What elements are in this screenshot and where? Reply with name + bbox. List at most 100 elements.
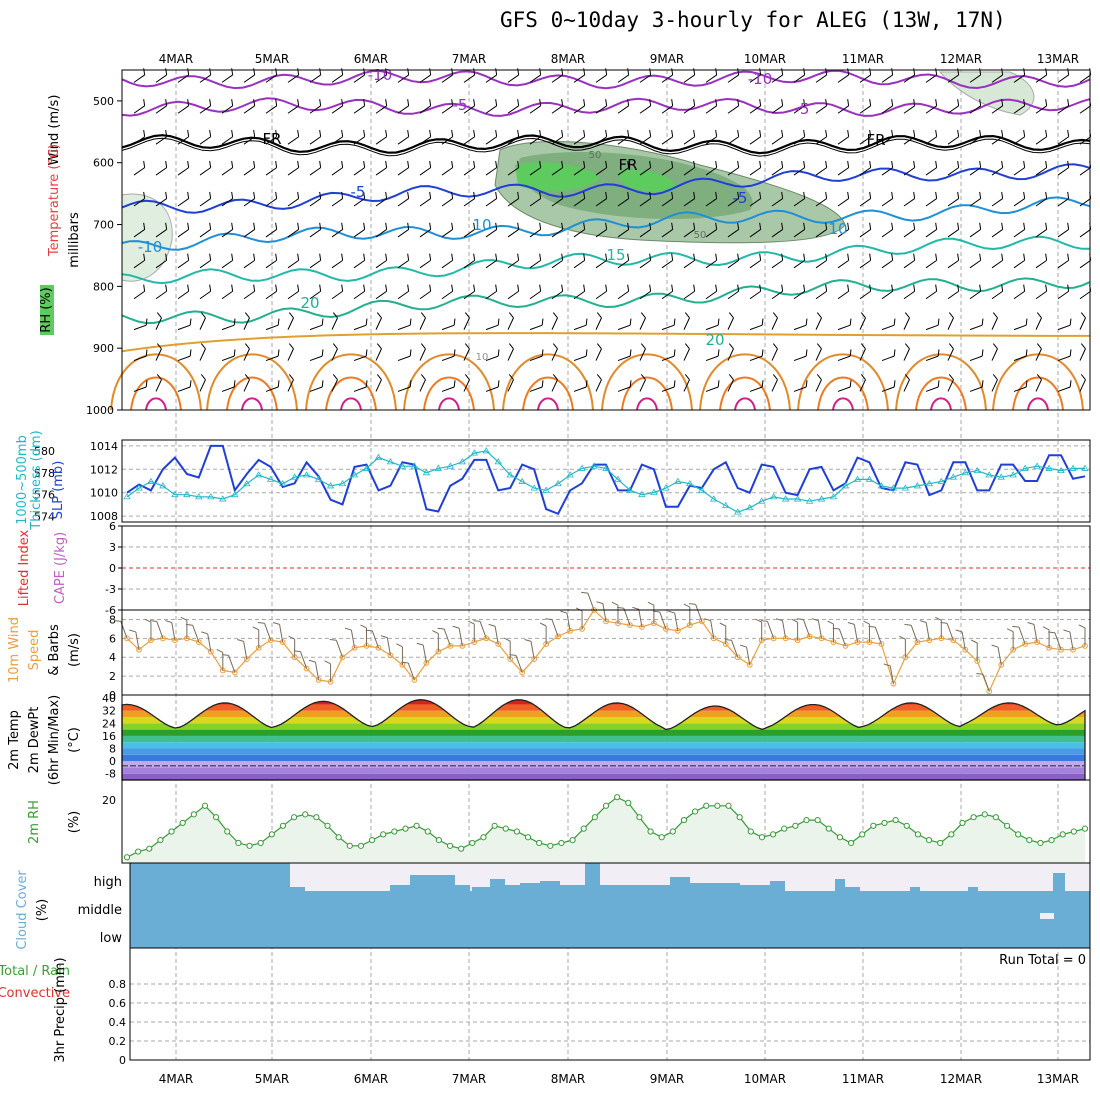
wind-barb bbox=[265, 191, 278, 207]
wind-barb-feather bbox=[1045, 68, 1048, 75]
wind-barb bbox=[507, 99, 520, 114]
wind-barb-feather bbox=[583, 130, 586, 137]
wind-barb-shaft bbox=[991, 167, 1003, 176]
wind-barb-shaft bbox=[331, 74, 343, 83]
wind-barb-shaft bbox=[463, 317, 470, 330]
temp-band bbox=[122, 717, 1085, 724]
wind10-barb-shaft bbox=[961, 631, 966, 650]
wind-barb-feather bbox=[508, 343, 514, 350]
wind-tick-label: 4 bbox=[109, 651, 116, 664]
wind10-barb-feather bbox=[868, 625, 876, 628]
wind-barb bbox=[727, 130, 740, 145]
wind-barb bbox=[947, 191, 960, 207]
wind10-point bbox=[806, 633, 813, 640]
wind-barb-shaft bbox=[463, 290, 475, 300]
wind-barb bbox=[441, 284, 454, 300]
wind-barb-feather bbox=[473, 160, 476, 168]
wind-barb bbox=[353, 160, 366, 176]
rh2m-point bbox=[302, 811, 309, 818]
wind-barb-shaft bbox=[661, 74, 673, 83]
wind-barb-feather bbox=[189, 349, 192, 357]
wind-barb-shaft bbox=[485, 105, 497, 114]
wind-barb-feather bbox=[385, 222, 388, 230]
wind-barb-feather bbox=[893, 380, 896, 388]
wind-barb-shaft bbox=[221, 290, 233, 300]
chart-title: GFS 0~10day 3-hourly for ALEG (13W, 17N) bbox=[500, 8, 1006, 32]
rh2m-point bbox=[179, 819, 186, 827]
wind-barb bbox=[221, 284, 234, 300]
wind-barb-shaft bbox=[177, 229, 189, 238]
rh-shade-left bbox=[121, 193, 173, 282]
temp-band bbox=[122, 761, 1085, 768]
y-axis-label: Wind (m/s) bbox=[47, 95, 62, 166]
wind-barb bbox=[1035, 222, 1048, 238]
wind10-barb-feather bbox=[257, 622, 265, 624]
wind-barb-feather bbox=[649, 253, 652, 261]
wind-barb-shaft bbox=[705, 229, 717, 238]
wind-barb-shaft bbox=[903, 379, 910, 392]
wind-barb-shaft bbox=[529, 259, 541, 269]
wind-barb bbox=[771, 191, 784, 207]
wind-barb-shaft bbox=[683, 229, 695, 238]
wind-barb bbox=[683, 374, 690, 392]
wind-barb bbox=[243, 191, 256, 207]
wind10-barb bbox=[575, 607, 583, 629]
wind-barb bbox=[617, 99, 630, 114]
rh2m-point bbox=[123, 854, 131, 861]
wind-barb-feather bbox=[365, 380, 368, 388]
wind-barb-feather bbox=[495, 253, 498, 261]
wind-barb-shaft bbox=[1057, 324, 1071, 331]
wind-barb-shaft bbox=[881, 167, 893, 176]
wind10-barb-feather bbox=[683, 603, 691, 608]
wind-barb bbox=[925, 68, 938, 83]
wind10-barb bbox=[272, 621, 284, 643]
wind-barb-shaft bbox=[771, 379, 778, 392]
wind-barb-feather bbox=[495, 191, 498, 199]
wind-barb bbox=[551, 374, 558, 392]
wind-barb bbox=[133, 130, 146, 145]
wind10-barb bbox=[308, 659, 320, 680]
wind-barb-feather bbox=[297, 222, 300, 230]
wind-barb-shaft bbox=[1035, 348, 1042, 361]
hot-contour bbox=[340, 397, 362, 411]
wind-barb-feather bbox=[539, 222, 542, 230]
wind-barb-shaft bbox=[573, 74, 585, 83]
wind-barb-shaft bbox=[1057, 355, 1071, 362]
wind-barb bbox=[705, 160, 718, 176]
wind-barb-feather bbox=[297, 284, 300, 292]
y-axis-label: 2m RH bbox=[27, 800, 42, 844]
isotherm-25 bbox=[121, 332, 1091, 353]
wind-barb-shaft bbox=[155, 167, 167, 176]
wind-barb-feather bbox=[341, 68, 344, 75]
wind-barb-shaft bbox=[881, 105, 893, 114]
cloud-low-middle bbox=[130, 891, 1090, 948]
wind-barb-feather bbox=[541, 318, 544, 326]
rh2m-point bbox=[981, 811, 988, 818]
wind-barb bbox=[683, 130, 696, 145]
wind10-barb bbox=[252, 626, 260, 648]
wind-barb-feather bbox=[1080, 343, 1086, 350]
wind-barb bbox=[573, 130, 586, 145]
wind-barb-feather bbox=[385, 68, 388, 75]
wind-barb-shaft bbox=[903, 136, 915, 145]
wind-barb-feather bbox=[605, 99, 608, 106]
wind-barb-shaft bbox=[353, 105, 365, 114]
wind-barb-shaft bbox=[397, 229, 409, 238]
wind-barb bbox=[837, 253, 850, 269]
wind10-barb bbox=[201, 631, 212, 652]
wind-barb-feather bbox=[693, 68, 696, 75]
cloud-high-block bbox=[540, 881, 560, 891]
wind10-barb-shaft bbox=[314, 662, 320, 680]
thickness-point bbox=[1009, 471, 1017, 478]
thickness-point bbox=[530, 484, 538, 491]
wind-barb-feather bbox=[429, 99, 432, 106]
thickness-point bbox=[542, 486, 550, 493]
rh2m-point bbox=[224, 828, 231, 835]
wind-barb bbox=[309, 160, 322, 176]
wind10-barb bbox=[468, 620, 475, 643]
thickness-point bbox=[578, 464, 586, 471]
wind-barb-feather bbox=[737, 130, 740, 137]
wind-barb bbox=[947, 253, 960, 269]
wind-barb bbox=[969, 349, 984, 362]
thickness-point bbox=[410, 462, 419, 469]
